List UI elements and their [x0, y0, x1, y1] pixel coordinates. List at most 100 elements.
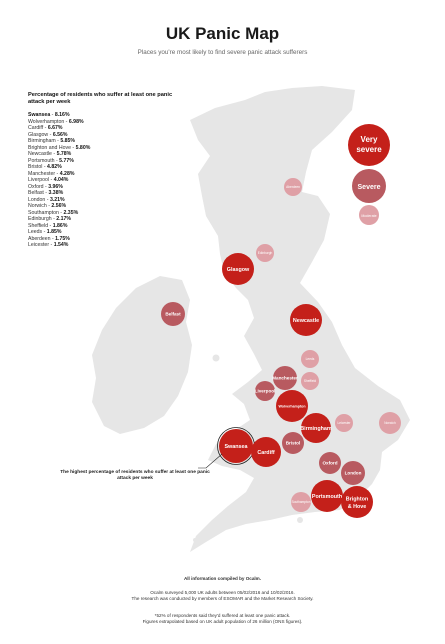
ranking-separator: -: [46, 203, 52, 210]
marker-label-aberdeen: Aberdeen: [286, 185, 300, 189]
ranking-item: Swansea - 8.16%: [28, 112, 198, 119]
ranking-city: Leeds: [28, 229, 43, 236]
ranking-separator: -: [50, 235, 56, 242]
marker-label-wolverhampton: Wolverhampton: [278, 404, 305, 408]
ranking-item: Newcastle - 5.78%: [28, 151, 198, 158]
marker-edinburgh[interactable]: [256, 244, 274, 262]
marker-norwich[interactable]: [379, 412, 401, 434]
marker-glasgow[interactable]: [222, 253, 254, 285]
ranking-city: Portsmouth: [28, 157, 55, 164]
ranking-item: Wolverhampton - 6.98%: [28, 119, 198, 126]
ranking-item: Southampton - 2.35%: [28, 210, 198, 217]
marker-sheffield[interactable]: [301, 372, 319, 390]
ranking-value: 8.16%: [54, 112, 70, 119]
marker-birmingham[interactable]: [301, 413, 331, 443]
ranking-separator: -: [49, 242, 54, 249]
ranking-value: 5.80%: [75, 144, 91, 151]
marker-london[interactable]: [341, 461, 365, 485]
ranking-item: Leicester - 1.54%: [28, 242, 198, 249]
marker-liverpool[interactable]: [255, 381, 275, 401]
marker-swansea[interactable]: [219, 429, 253, 463]
ranking-item: London - 3.21%: [28, 197, 198, 204]
footer-line-2: The research was conducted by members of…: [131, 596, 314, 602]
marker-label-sheffield: Sheffield: [304, 379, 317, 383]
ranking-separator: -: [48, 131, 53, 138]
ranking-separator: -: [64, 118, 69, 125]
scale-moderate: [359, 205, 379, 225]
ranking-value: 6.67%: [47, 125, 63, 132]
ranking-item: Portsmouth - 5.77%: [28, 158, 198, 165]
scilly-islands: [193, 538, 197, 542]
ranking-item: Belfast - 3.38%: [28, 190, 198, 197]
scale-very-severe-label: Very: [361, 135, 378, 144]
ranking-separator: -: [43, 125, 48, 132]
ranking-city: Bristol: [28, 164, 43, 171]
marker-label-london: London: [345, 471, 362, 476]
marker-wolverhampton[interactable]: [276, 390, 308, 422]
ireland-landmass: [92, 276, 192, 434]
marker-label-oxford: Oxford: [322, 461, 337, 466]
ranking-item: Brighton and Hove - 5.80%: [28, 145, 198, 152]
ranking-city: Newcastle: [28, 151, 52, 158]
marker-label-newcastle: Newcastle: [293, 318, 319, 324]
marker-label-norwich: Norwich: [384, 421, 396, 425]
ranking-city: Birmingham: [28, 138, 56, 145]
marker-label-manchester: Manchester: [272, 376, 298, 381]
scale-very-severe-label-2: severe: [356, 145, 382, 154]
ranking-separator: -: [70, 144, 76, 151]
page-title: UK Panic Map: [165, 24, 280, 43]
marker-southampton[interactable]: [291, 492, 311, 512]
ranking-city: Belfast: [28, 190, 44, 197]
marker-aberdeen[interactable]: [284, 178, 302, 196]
ranking-item: Bristol - 4.82%: [28, 164, 198, 171]
scale-very-severe: [348, 124, 390, 166]
ranking-city: Sheffield: [28, 222, 49, 229]
marker-manchester[interactable]: [273, 366, 297, 390]
ranking-separator: -: [42, 229, 47, 236]
ranking-value: 1.85%: [46, 229, 62, 236]
marker-label-liverpool: Liverpool: [255, 389, 276, 394]
footer-line-4: Figures extrapolated based on UK adult p…: [142, 618, 303, 624]
ranking-value: 3.38%: [48, 190, 64, 197]
marker-newcastle[interactable]: [290, 304, 322, 336]
ranking-item: Leeds - 1.85%: [28, 229, 198, 236]
ranking-separator: -: [55, 138, 61, 145]
ranking-separator: -: [48, 222, 53, 229]
footer-line-3: *52% of respondents said they'd suffered…: [154, 612, 291, 618]
marker-label-edinburgh: Edinburgh: [258, 251, 273, 255]
marker-label-belfast: Belfast: [165, 312, 181, 317]
ranking-item: Norwich - 2.56%: [28, 203, 198, 210]
ranking-value: 3.96%: [48, 183, 63, 190]
marker-cardiff[interactable]: [251, 437, 281, 467]
ranking-city: Leicester: [28, 242, 50, 249]
ranking-city: Manchester: [28, 170, 56, 177]
callout-leader-line: [198, 453, 223, 469]
ranking-city: Liverpool: [28, 177, 50, 184]
ranking-item: Edinburgh - 2.17%: [28, 216, 198, 223]
marker-leicester[interactable]: [335, 414, 353, 432]
scale-moderate-label: Moderate: [361, 214, 376, 218]
marker-label-bristol: Bristol: [286, 441, 301, 446]
marker-label-portsmouth: Portsmouth: [312, 494, 342, 500]
marker-brighton-hove[interactable]: [341, 486, 373, 518]
ranking-city: Edinburgh: [28, 216, 52, 223]
ranking-value: 2.35%: [63, 209, 79, 216]
ranking-city: Oxford: [28, 183, 44, 190]
marker-label-swansea: Swansea: [224, 444, 248, 450]
ranking-separator: -: [51, 216, 57, 223]
ranking-value: 3.21%: [49, 196, 65, 203]
ranking-city: Glasgow: [28, 131, 49, 138]
marker-leeds[interactable]: [301, 350, 319, 368]
marker-bristol[interactable]: [282, 432, 304, 454]
marker-label-brighton-hove: Brighton: [346, 497, 368, 503]
page-subtitle: Places you're most likely to find severe…: [137, 49, 308, 56]
marker-portsmouth[interactable]: [311, 480, 343, 512]
marker-label-leicester: Leicester: [338, 421, 352, 425]
ranking-value: 6.56%: [52, 131, 68, 138]
marker-label-birmingham: Birmingham: [300, 426, 332, 432]
scale-severe-label: Severe: [358, 184, 381, 191]
scale-severe: [352, 169, 386, 203]
marker-belfast[interactable]: [161, 302, 185, 326]
ranking-value: 5.78%: [56, 151, 72, 158]
marker-oxford[interactable]: [319, 452, 341, 474]
